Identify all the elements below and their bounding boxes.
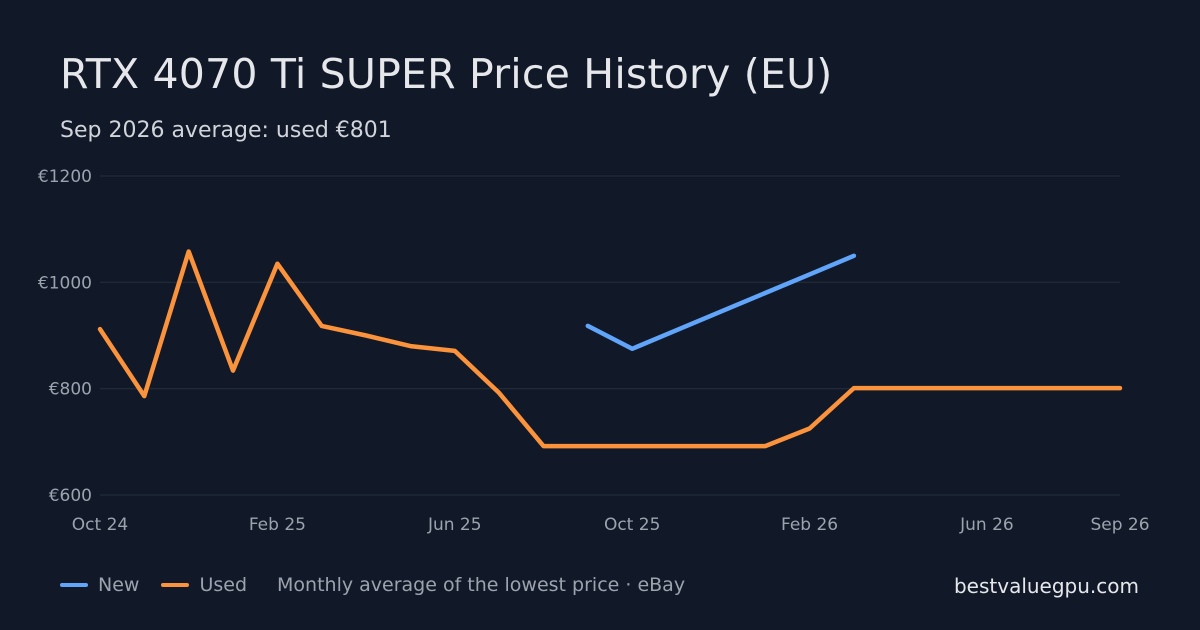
x-tick-label: Feb 25 [249,515,306,535]
y-tick-label: €600 [49,486,92,506]
x-axis-ticks: Oct 24 Feb 25 Jun 25 Oct 25 Feb 26 Jun 26 Sep … [72,515,1150,535]
y-tick-label: €1000 [38,273,92,293]
brand-link[interactable]: bestvaluegpu.com [953,574,1139,598]
legend-label-used: Used [199,574,248,596]
x-tick-label: Oct 25 [604,515,660,535]
y-tick-label: €1200 [38,167,92,187]
x-tick-label: Oct 24 [72,515,128,535]
legend-item-used[interactable]: Used [161,574,247,596]
chart-subtitle: Sep 2026 average: used €801 [60,118,392,143]
legend-note: Monthly average of the lowest price · eB… [277,574,686,596]
chart-title: RTX 4070 Ti SUPER Price History (EU) [60,50,833,98]
legend-label-new: New [98,574,140,596]
y-tick-label: €800 [49,380,92,400]
x-tick-label: Feb 26 [781,515,838,535]
series-lines [97,249,1123,449]
series-line-used [97,249,1123,449]
legend-item-new[interactable]: New [60,574,139,596]
legend-swatch-new [60,583,88,587]
legend: New Used Monthly average of the lowest p… [60,574,685,596]
x-tick-label: Jun 26 [959,515,1014,535]
y-axis-ticks: €1200 €1000 €800 €600 [38,167,92,506]
x-tick-label: Sep 26 [1090,515,1149,535]
x-tick-label: Jun 25 [427,515,482,535]
series-line-new [585,253,857,352]
legend-swatch-used [161,583,190,587]
